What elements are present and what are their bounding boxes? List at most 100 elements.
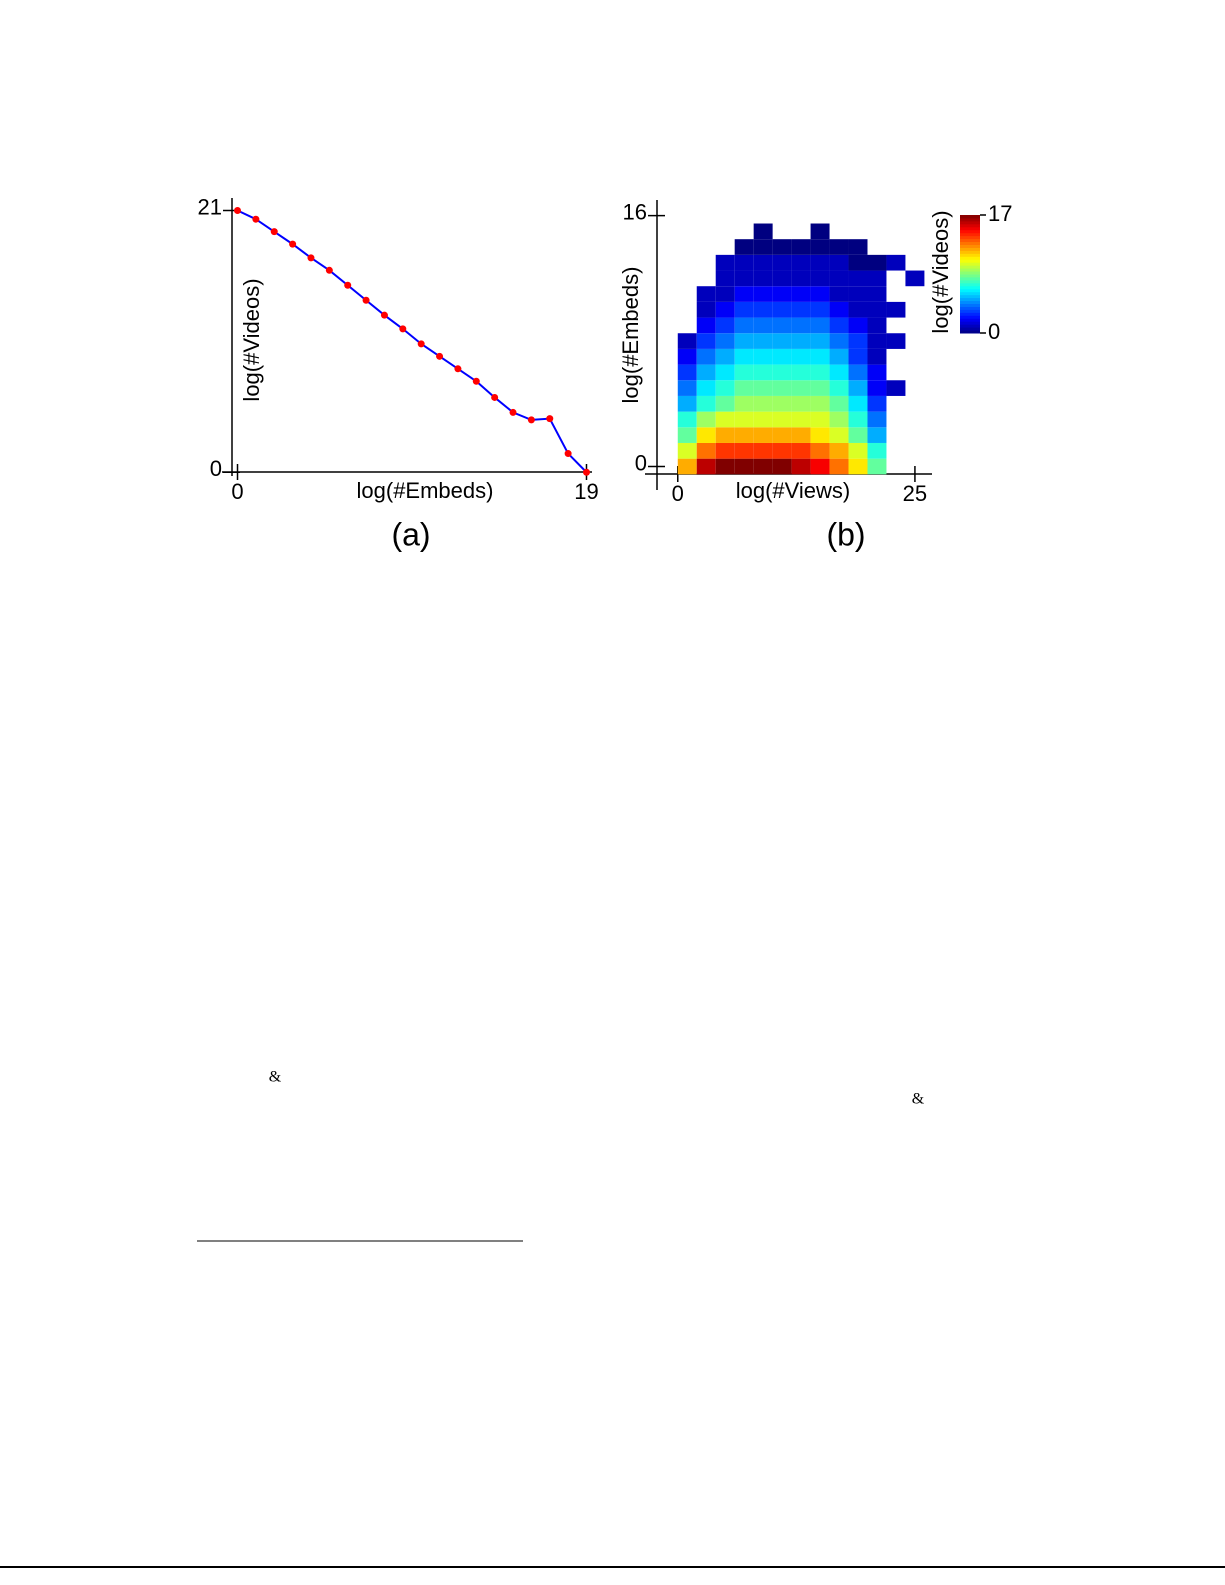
heat-cell xyxy=(810,348,830,365)
heat-cell xyxy=(753,301,773,318)
heat-cell xyxy=(696,380,716,396)
heat-cell xyxy=(867,380,887,396)
heat-cell xyxy=(867,348,887,365)
heat-cell xyxy=(772,427,792,443)
data-point xyxy=(344,281,352,289)
colorbar-segment xyxy=(960,215,980,219)
heat-cell xyxy=(753,270,773,287)
colorbar-segment xyxy=(960,229,980,234)
colorbar-segment xyxy=(960,309,980,313)
y-tick-label: 16 xyxy=(623,199,647,224)
heat-cell xyxy=(734,239,754,255)
heat-cell xyxy=(829,317,849,334)
heat-cell xyxy=(829,301,849,318)
data-point xyxy=(491,393,499,401)
heat-cell xyxy=(810,270,830,287)
heat-cell xyxy=(867,286,887,302)
heat-cell xyxy=(772,317,792,334)
data-point xyxy=(582,468,590,476)
heat-cell xyxy=(848,364,868,381)
heat-cell xyxy=(791,254,811,271)
colorbar-segment xyxy=(960,226,980,231)
heat-cell xyxy=(772,301,792,318)
heat-cell xyxy=(810,317,830,334)
colorbar-segment xyxy=(960,220,980,225)
colorbar-segment xyxy=(960,285,980,290)
heat-cell xyxy=(734,442,754,459)
heat-cell xyxy=(734,364,754,381)
heat-cell xyxy=(715,254,735,271)
heat-cell xyxy=(715,333,735,349)
heat-cell xyxy=(715,411,735,428)
heat-cell xyxy=(772,239,792,255)
heat-cell xyxy=(886,380,906,396)
colorbar-segment xyxy=(960,312,980,316)
heat-cell xyxy=(753,223,773,240)
heat-cell xyxy=(753,380,773,396)
heat-cell xyxy=(753,458,773,475)
heat-cell xyxy=(867,364,887,381)
heat-cell xyxy=(791,411,811,428)
heat-cell xyxy=(791,301,811,318)
heat-cell xyxy=(791,427,811,443)
heat-cell xyxy=(734,458,754,475)
heat-cell xyxy=(715,348,735,365)
colorbar-segment xyxy=(960,262,980,266)
heat-cell xyxy=(791,348,811,365)
heat-cell xyxy=(753,427,773,443)
colorbar-segment xyxy=(960,247,980,251)
colorbar-segment xyxy=(960,244,980,248)
heat-cell xyxy=(810,458,830,475)
heat-cell xyxy=(753,333,773,349)
colorbar-segment xyxy=(960,235,980,240)
heat-cell xyxy=(715,286,735,302)
heat-cell xyxy=(696,317,716,334)
data-point xyxy=(399,325,407,333)
heat-cell xyxy=(886,301,906,318)
colorbar-segment xyxy=(960,324,980,328)
colorbar-segment xyxy=(960,288,980,293)
heat-cell xyxy=(848,286,868,302)
heat-cell xyxy=(696,458,716,475)
colorbar-segment xyxy=(960,318,980,322)
heat-cell xyxy=(867,317,887,334)
data-point xyxy=(234,206,242,214)
colorbar-segment xyxy=(960,315,980,319)
heat-cell xyxy=(753,411,773,428)
colorbar-segment xyxy=(960,276,980,281)
heat-cell xyxy=(677,427,697,443)
data-point xyxy=(380,311,388,319)
heat-cell xyxy=(810,395,830,412)
heat-cell xyxy=(677,333,697,349)
colorbar-segment xyxy=(960,327,980,331)
y-tick-label: 0 xyxy=(635,450,647,475)
x-axis-label: log(#Embeds) xyxy=(357,478,494,503)
colorbar-segment xyxy=(960,330,980,334)
data-point xyxy=(417,340,425,348)
heat-cell xyxy=(791,333,811,349)
heat-cell xyxy=(829,427,849,443)
heat-cell xyxy=(772,364,792,381)
heat-cell xyxy=(848,458,868,475)
heat-cell xyxy=(810,301,830,318)
heat-cell xyxy=(848,380,868,396)
data-point xyxy=(252,215,260,223)
heat-cell xyxy=(810,286,830,302)
heat-cell xyxy=(810,239,830,255)
heat-cell xyxy=(734,348,754,365)
colorbar-segment xyxy=(960,294,980,299)
colorbar-segment xyxy=(960,279,980,284)
heat-cell xyxy=(772,333,792,349)
colorbar-segment xyxy=(960,282,980,287)
heat-cell xyxy=(772,380,792,396)
heat-cell xyxy=(772,458,792,475)
heat-cell xyxy=(696,364,716,381)
heat-cell xyxy=(905,270,925,287)
caption: (b) xyxy=(826,516,865,552)
heat-cell xyxy=(734,286,754,302)
heat-cell xyxy=(791,458,811,475)
colorbar-segment xyxy=(960,274,980,278)
colorbar-segment xyxy=(960,306,980,310)
colorbar-segment xyxy=(960,250,980,254)
x-tick-label: 0 xyxy=(672,481,684,506)
